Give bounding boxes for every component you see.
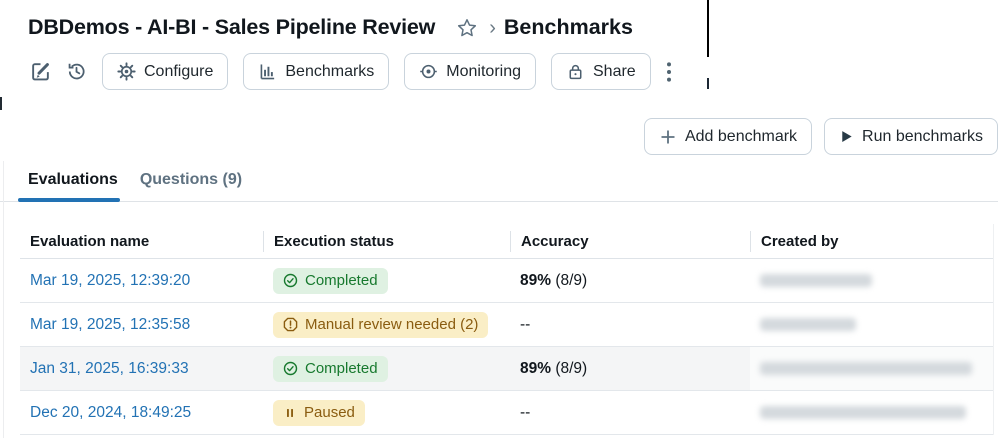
blurred-created-by — [760, 318, 856, 331]
evaluation-name-link[interactable]: Dec 20, 2024, 18:49:25 — [30, 403, 192, 421]
favorite-star-icon[interactable] — [457, 18, 477, 38]
created-by-cell — [750, 274, 993, 287]
status-badge-label: Paused — [304, 403, 355, 421]
screenshot-artifact-left-tick — [0, 97, 2, 110]
tab-bar: Evaluations Questions (9) — [0, 164, 998, 202]
configure-button[interactable]: Configure — [102, 53, 229, 90]
accuracy-cell: 89% (8/9) — [520, 271, 588, 289]
breadcrumb-chevron-icon: › — [489, 16, 496, 39]
plus-icon — [659, 128, 677, 146]
table-row: Mar 19, 2025, 12:39:20 Completed 89% (8/… — [20, 259, 993, 303]
page-title: DBDemos - AI-BI - Sales Pipeline Review — [28, 15, 436, 39]
status-badge-label: Manual review needed (2) — [305, 315, 479, 333]
blurred-created-by — [760, 274, 872, 287]
benchmark-actions: Add benchmark Run benchmarks — [0, 118, 998, 155]
evaluation-name-link[interactable]: Mar 19, 2025, 12:39:20 — [30, 271, 191, 289]
evaluation-name-link[interactable]: Mar 19, 2025, 12:35:58 — [30, 315, 191, 333]
toolbar: Configure Benchmarks Monitoring — [30, 53, 998, 90]
column-header-evaluation-name[interactable]: Evaluation name — [30, 232, 150, 250]
column-header-accuracy[interactable]: Accuracy — [510, 230, 750, 252]
created-by-cell — [750, 318, 993, 331]
blurred-created-by — [760, 362, 972, 375]
configure-button-label: Configure — [144, 62, 214, 80]
created-by-cell — [750, 347, 993, 390]
accuracy-cell: -- — [520, 403, 531, 421]
check-circle-icon — [283, 273, 298, 288]
run-benchmarks-button[interactable]: Run benchmarks — [824, 118, 998, 155]
screenshot-artifact-line — [707, 0, 709, 57]
benchmarks-button-label: Benchmarks — [285, 62, 375, 80]
accuracy-cell: -- — [520, 315, 531, 333]
edit-icon[interactable] — [30, 61, 51, 82]
add-benchmark-button[interactable]: Add benchmark — [643, 118, 813, 155]
table-header-row: Evaluation name Execution status Accurac… — [20, 224, 993, 259]
created-by-cell — [750, 406, 993, 419]
gear-icon — [117, 62, 136, 81]
status-badge: Manual review needed (2) — [273, 311, 489, 338]
share-button-label: Share — [593, 62, 636, 80]
play-icon — [839, 129, 854, 144]
history-icon[interactable] — [66, 61, 87, 82]
tab-evaluations[interactable]: Evaluations — [18, 164, 120, 202]
status-badge: Paused — [273, 399, 365, 426]
check-circle-icon — [283, 361, 298, 376]
evaluations-table: Evaluation name Execution status Accurac… — [20, 224, 994, 435]
tab-questions[interactable]: Questions (9) — [139, 171, 243, 188]
table-row: Mar 19, 2025, 12:35:58 Manual review nee… — [20, 303, 993, 347]
column-header-created-by[interactable]: Created by — [750, 230, 993, 252]
column-header-execution-status[interactable]: Execution status — [263, 230, 510, 252]
benchmarks-button[interactable]: Benchmarks — [243, 53, 390, 90]
monitoring-button-label: Monitoring — [446, 62, 521, 80]
share-button[interactable]: Share — [551, 53, 651, 90]
monitoring-button[interactable]: Monitoring — [404, 53, 536, 90]
status-badge: Completed — [273, 355, 388, 382]
blurred-created-by — [760, 406, 966, 419]
status-badge-label: Completed — [305, 271, 378, 289]
bar-chart-icon — [258, 62, 277, 81]
page-header: DBDemos - AI-BI - Sales Pipeline Review … — [0, 0, 998, 40]
status-badge-label: Completed — [305, 359, 378, 377]
status-badge: Completed — [273, 267, 388, 294]
table-row: Dec 20, 2024, 18:49:25 Paused -- — [20, 391, 993, 435]
accuracy-cell: 89% (8/9) — [520, 359, 588, 377]
lock-icon — [566, 62, 585, 81]
add-benchmark-label: Add benchmark — [684, 127, 798, 145]
kebab-menu-icon[interactable] — [666, 61, 672, 83]
monitoring-eye-icon — [419, 62, 438, 81]
run-benchmarks-label: Run benchmarks — [862, 127, 983, 145]
evaluation-name-link[interactable]: Jan 31, 2025, 16:39:33 — [30, 359, 189, 377]
table-row: Jan 31, 2025, 16:39:33 Completed 89% (8/… — [20, 347, 993, 391]
panel-left-border — [3, 161, 4, 438]
pause-icon — [283, 406, 297, 420]
screenshot-artifact-tick — [707, 78, 709, 89]
breadcrumb-current: Benchmarks — [503, 15, 633, 39]
warning-octagon-icon — [283, 317, 298, 332]
